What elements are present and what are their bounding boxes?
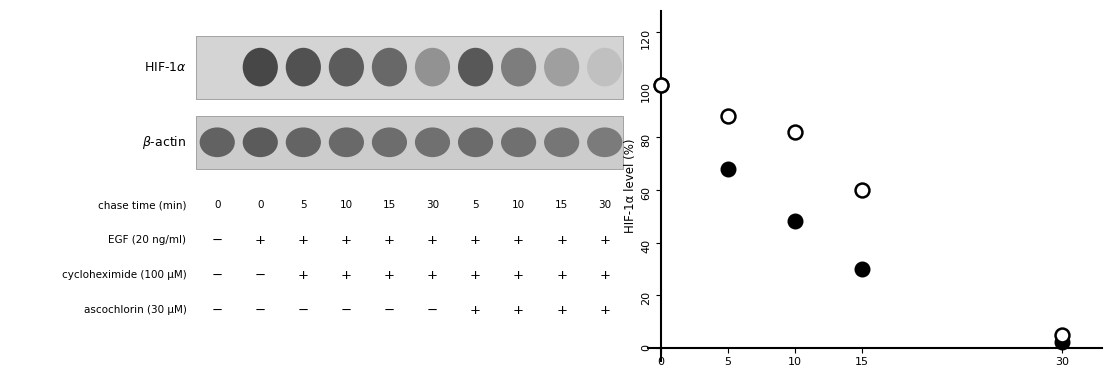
Ellipse shape bbox=[458, 128, 493, 157]
Point bbox=[786, 218, 803, 224]
Text: 15: 15 bbox=[555, 200, 568, 210]
Text: +: + bbox=[470, 304, 481, 317]
Text: +: + bbox=[427, 269, 438, 282]
Text: 5: 5 bbox=[472, 200, 479, 210]
Bar bbox=[196, 36, 623, 99]
Ellipse shape bbox=[501, 48, 536, 86]
Text: 15: 15 bbox=[383, 200, 396, 210]
Text: −: − bbox=[298, 304, 309, 317]
Point bbox=[853, 266, 871, 272]
Text: +: + bbox=[470, 234, 481, 247]
Ellipse shape bbox=[415, 128, 450, 157]
Text: 0: 0 bbox=[214, 200, 220, 210]
Text: −: − bbox=[341, 304, 352, 317]
Point bbox=[718, 113, 736, 119]
Ellipse shape bbox=[285, 128, 321, 157]
Text: +: + bbox=[514, 304, 524, 317]
Bar bbox=[196, 116, 623, 169]
Point bbox=[786, 129, 803, 135]
Ellipse shape bbox=[458, 48, 493, 86]
Ellipse shape bbox=[415, 48, 450, 86]
Ellipse shape bbox=[587, 48, 622, 86]
Text: +: + bbox=[514, 269, 524, 282]
Text: −: − bbox=[384, 304, 395, 317]
Text: 10: 10 bbox=[513, 200, 525, 210]
Text: +: + bbox=[298, 234, 309, 247]
Text: 30: 30 bbox=[426, 200, 439, 210]
Text: +: + bbox=[341, 234, 351, 247]
Text: HIF-1$\alpha$: HIF-1$\alpha$ bbox=[143, 61, 187, 74]
Text: +: + bbox=[514, 234, 524, 247]
Point bbox=[853, 187, 871, 193]
Ellipse shape bbox=[372, 48, 407, 86]
Text: −: − bbox=[211, 304, 223, 317]
Text: +: + bbox=[384, 269, 395, 282]
Ellipse shape bbox=[199, 128, 235, 157]
Text: +: + bbox=[556, 234, 567, 247]
Text: +: + bbox=[556, 304, 567, 317]
Text: +: + bbox=[556, 269, 567, 282]
Text: −: − bbox=[255, 269, 266, 282]
Text: +: + bbox=[599, 304, 610, 317]
Ellipse shape bbox=[329, 128, 364, 157]
Point bbox=[1053, 340, 1071, 346]
Ellipse shape bbox=[372, 128, 407, 157]
Text: +: + bbox=[599, 234, 610, 247]
Point bbox=[652, 82, 670, 88]
Point bbox=[652, 82, 670, 88]
Text: −: − bbox=[211, 234, 223, 247]
Text: EGF (20 ng/ml): EGF (20 ng/ml) bbox=[109, 235, 187, 245]
Text: ascochlorin (30 μM): ascochlorin (30 μM) bbox=[84, 305, 187, 315]
Ellipse shape bbox=[544, 48, 580, 86]
Ellipse shape bbox=[285, 48, 321, 86]
Text: chase time (min): chase time (min) bbox=[98, 200, 187, 210]
Text: +: + bbox=[599, 269, 610, 282]
Ellipse shape bbox=[501, 128, 536, 157]
Text: −: − bbox=[255, 304, 266, 317]
Point bbox=[1053, 331, 1071, 337]
Text: 10: 10 bbox=[340, 200, 352, 210]
Text: +: + bbox=[255, 234, 266, 247]
Text: 30: 30 bbox=[599, 200, 611, 210]
Ellipse shape bbox=[587, 128, 622, 157]
Text: 5: 5 bbox=[300, 200, 307, 210]
Ellipse shape bbox=[544, 128, 580, 157]
Point bbox=[718, 166, 736, 172]
Text: −: − bbox=[427, 304, 438, 317]
Text: −: − bbox=[211, 269, 223, 282]
Ellipse shape bbox=[243, 128, 278, 157]
Ellipse shape bbox=[243, 48, 278, 86]
Text: +: + bbox=[427, 234, 438, 247]
Text: 0: 0 bbox=[257, 200, 264, 210]
Ellipse shape bbox=[329, 48, 364, 86]
Y-axis label: HIF-1α level (%): HIF-1α level (%) bbox=[624, 139, 637, 233]
Text: +: + bbox=[384, 234, 395, 247]
Text: +: + bbox=[470, 269, 481, 282]
Text: $\beta$-actin: $\beta$-actin bbox=[142, 134, 187, 151]
Text: cycloheximide (100 μM): cycloheximide (100 μM) bbox=[62, 270, 187, 280]
Text: +: + bbox=[341, 269, 351, 282]
Text: +: + bbox=[298, 269, 309, 282]
